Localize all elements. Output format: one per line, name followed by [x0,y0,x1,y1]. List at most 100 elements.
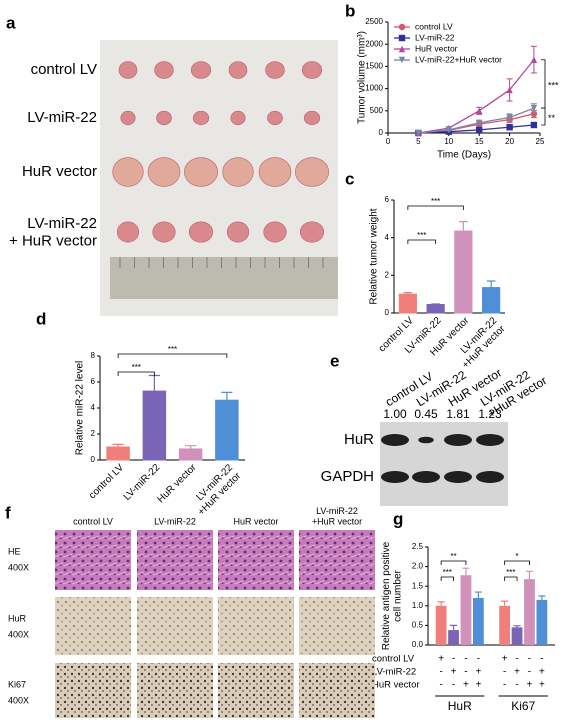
tumor [192,110,210,126]
condition-sign: - [452,680,455,691]
tumor [152,221,176,243]
stain-label: HuR [8,613,27,623]
group-label: Ki67 [511,699,535,713]
x-tick-label: HuR vector [155,462,199,506]
error-bar [449,624,458,631]
tumor [228,61,248,79]
tumor [226,221,250,243]
condition-sign: + [463,680,469,691]
tumor [116,221,140,243]
marker [445,126,452,134]
row-label: LV-miR-22 [27,109,97,126]
bar [482,287,501,314]
condition-sign: + [438,654,444,665]
marker [476,126,483,134]
bar [106,446,130,461]
ihc-image [55,530,131,590]
significance-bracket [407,205,464,210]
series-line [418,59,535,134]
y-tick-label: 2000 [365,39,383,48]
condition-sign: - [452,654,455,665]
condition-label: HuR vector [372,680,420,691]
x-tick-label: 10 [444,137,453,146]
blot-row-label: HuR [344,431,374,448]
condition-sign: + [527,680,533,691]
y-axis-label: Relative antigen positivecell number [381,541,404,650]
band [418,436,434,444]
y-tick-label: 0.5 [412,621,424,630]
stain-label: Ki67 [8,679,26,689]
legend-marker [398,45,406,53]
band [476,434,504,446]
stain-label: HE [8,546,21,556]
ihc-image [137,530,213,590]
x-tick-label: 0 [386,137,391,146]
error-bar [148,374,160,392]
panel-label: c [345,169,354,188]
column-label: HuR vector [233,516,278,526]
significance-bracket [541,107,546,126]
significance-label: ** [548,113,556,123]
y-axis-label: Relative miR-22 level [75,361,86,455]
row-label: LV-miR-22 + HuR vector [9,215,97,249]
band [381,434,409,446]
column-label: control LV [73,516,113,526]
bar [142,390,167,461]
row-label: control LV [31,61,97,78]
error-bar [437,601,445,606]
bar [460,575,472,645]
condition-label: LV-miR-22 [372,667,416,678]
legend-label: LV-miR-22+HuR vector [415,54,502,64]
tumor [303,110,321,126]
error-bar [525,570,534,580]
x-tick-label: 5 [416,137,421,146]
significance-bracket [117,353,228,358]
significance-label: *** [548,80,559,90]
y-axis-label: Relative tumor weight [369,208,380,304]
magnification-label: 400X [8,562,29,572]
condition-sign: - [540,654,543,665]
marker [506,124,513,131]
bar [448,630,459,645]
ruler [110,257,338,299]
x-tick-label: 15 [475,137,484,146]
tumor [258,157,292,187]
legend-marker [398,23,406,31]
ratio-label: 1.81 [446,407,470,421]
column-label: LV-miR-22 [154,516,196,526]
ratio-label: 0.45 [414,407,438,421]
condition-sign: - [464,667,467,678]
significance-label: *** [417,231,426,240]
condition-sign: + [451,667,457,678]
y-tick-label: 8 [91,351,96,360]
blot-row-label: GAPDH [321,468,374,485]
tumor [299,221,325,243]
condition-sign: - [528,654,531,665]
significance-bracket [541,59,546,109]
bar [499,605,511,645]
panel-label: g [393,509,403,528]
y-tick-label: 4 [91,403,96,412]
band [444,471,472,483]
y-tick-label: 1000 [365,84,383,93]
condition-sign: - [503,680,506,691]
error-bar [538,595,546,600]
y-tick-label: 4 [385,233,390,242]
panel-label: a [6,13,16,32]
error-bar [459,221,468,232]
ihc-image [218,663,294,718]
bar [426,304,445,314]
condition-sign: + [475,680,481,691]
tumor [154,61,174,79]
y-tick-label: 2 [91,429,96,438]
condition-label: control LV [372,654,415,665]
significance-bracket [440,560,467,565]
band [444,434,472,446]
tumor [156,110,172,126]
tumor [263,221,287,243]
significance-label: *** [443,568,452,577]
marker [476,119,483,126]
band [381,471,409,483]
condition-sign: - [515,680,518,691]
condition-sign: - [464,654,467,665]
